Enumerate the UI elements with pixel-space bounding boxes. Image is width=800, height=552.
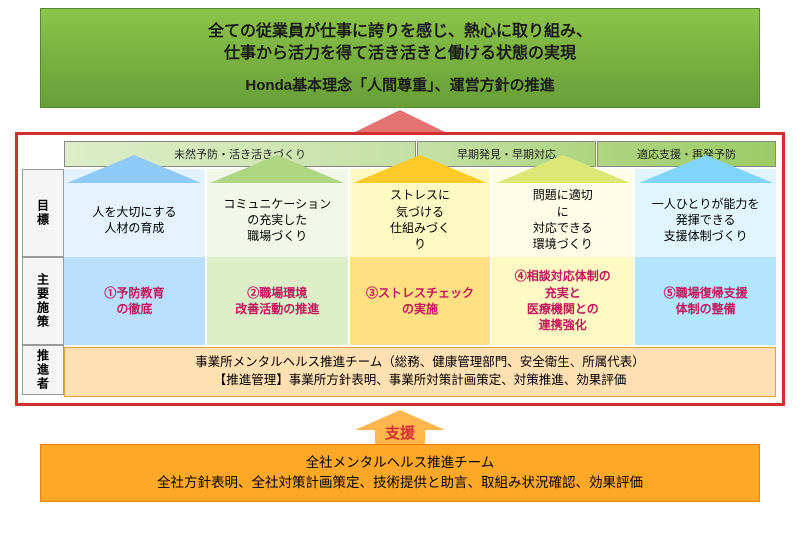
roof-icon bbox=[639, 155, 773, 183]
label-goal: 目標 bbox=[22, 169, 64, 257]
promoter-box: 事業所メンタルヘルス推進チーム（総務、健康管理部門、安全衛生、所属代表） 【推進… bbox=[64, 347, 776, 397]
label-promoter: 推進者 bbox=[22, 345, 64, 395]
column-4: 問題に適切 に 対応できる 環境づくり④相談対応体制の 充実と 医療機関との 連… bbox=[492, 169, 633, 345]
framework-box: 未然予防・活き活きづくり 早期発見・早期対応 適応支援・再発予防 目標 主要施策… bbox=[15, 132, 785, 406]
column-2: コミュニケーション の充実した 職場づくり②職場環境 改善活動の推進 bbox=[207, 169, 348, 345]
measure-text: ①予防教育 の徹底 bbox=[64, 257, 205, 345]
arrow-up bbox=[0, 110, 800, 132]
column-1: 人を大切にする 人材の育成①予防教育 の徹底 bbox=[64, 169, 205, 345]
promoter-line1: 事業所メンタルヘルス推進チーム（総務、健康管理部門、安全衛生、所属代表） bbox=[75, 354, 765, 372]
column-3: ストレスに 気づける 仕組みづく り③ストレスチェック の実施 bbox=[350, 169, 491, 345]
support-arrow: 支援 bbox=[0, 410, 800, 444]
roof-icon bbox=[496, 155, 630, 183]
promoter-line2: 【推進管理】事業所方針表明、事業所対策計画策定、対策推進、効果評価 bbox=[75, 372, 765, 390]
measure-text: ④相談対応体制の 充実と 医療機関との 連携強化 bbox=[492, 257, 633, 345]
column-5: 一人ひとりが能力を 発揮できる 支援体制づくり⑤職場復帰支援 体制の整備 bbox=[635, 169, 776, 345]
banner-line2: 仕事から活力を得て活き活きと働ける状態の実現 bbox=[61, 43, 739, 65]
main-grid: 目標 主要施策 推進者 人を大切にする 人材の育成①予防教育 の徹底コミュニケー… bbox=[22, 169, 782, 397]
label-measure: 主要施策 bbox=[22, 257, 64, 345]
top-banner: 全ての従業員が仕事に誇りを感じ、熱心に取り組み、 仕事から活力を得て活き活きと働… bbox=[40, 8, 760, 108]
bottom-banner: 全社メンタルヘルス推進チーム 全社方針表明、全社対策計画策定、技術提供と助言、取… bbox=[40, 444, 760, 503]
banner-line3: Honda基本理念「人間尊重」、運営方針の推進 bbox=[61, 74, 739, 95]
row-labels: 目標 主要施策 推進者 bbox=[22, 169, 64, 397]
roof-icon bbox=[210, 155, 344, 183]
bottom-line1: 全社メンタルヘルス推進チーム bbox=[53, 453, 747, 473]
bottom-line2: 全社方針表明、全社対策計画策定、技術提供と助言、取組み状況確認、効果評価 bbox=[53, 473, 747, 493]
measure-text: ②職場環境 改善活動の推進 bbox=[207, 257, 348, 345]
support-label: 支援 bbox=[385, 422, 415, 443]
roof-icon bbox=[353, 155, 487, 183]
measure-text: ⑤職場復帰支援 体制の整備 bbox=[635, 257, 776, 345]
roof-icon bbox=[67, 155, 201, 183]
measure-text: ③ストレスチェック の実施 bbox=[350, 257, 491, 345]
columns: 人を大切にする 人材の育成①予防教育 の徹底コミュニケーション の充実した 職場… bbox=[64, 169, 776, 345]
arrow-up-tri bbox=[355, 110, 445, 132]
banner-line1: 全ての従業員が仕事に誇りを感じ、熱心に取り組み、 bbox=[61, 21, 739, 43]
